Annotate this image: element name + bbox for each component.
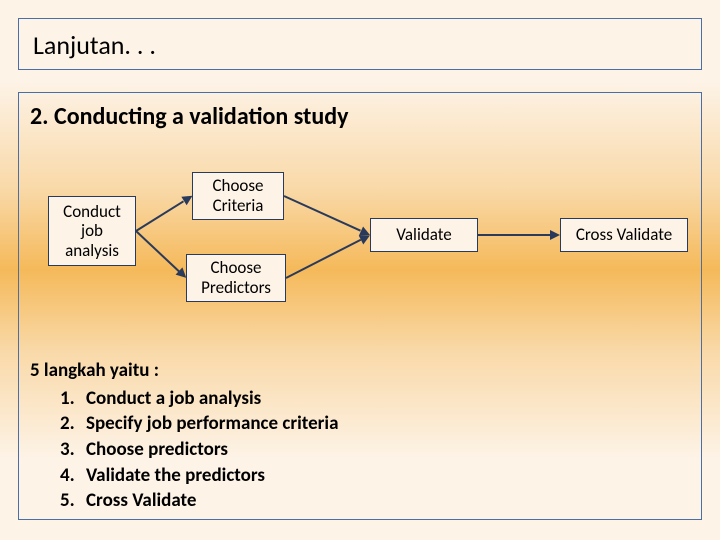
title-box: Lanjutan. . .	[18, 18, 702, 70]
flow-node-predictors: ChoosePredictors	[186, 254, 286, 302]
step-item: 5.Cross Validate	[60, 488, 338, 514]
arrow-head-icon	[550, 230, 560, 240]
flow-node-cross: Cross Validate	[560, 218, 688, 252]
steps-list: 1.Conduct a job analysis2.Specify job pe…	[30, 386, 338, 514]
steps-title: 5 langkah yaitu :	[30, 358, 338, 384]
section-heading: 2. Conducting a validation study	[30, 102, 348, 131]
flow-node-conduct: Conductjobanalysis	[48, 196, 136, 266]
step-item: 2.Specify job performance criteria	[60, 411, 338, 437]
flow-node-criteria: ChooseCriteria	[192, 172, 284, 220]
flow-edge	[478, 234, 550, 236]
steps-block: 5 langkah yaitu : 1.Conduct a job analys…	[30, 358, 338, 514]
page-title: Lanjutan. . .	[33, 29, 687, 61]
step-item: 1.Conduct a job analysis	[60, 386, 338, 412]
flow-node-validate: Validate	[370, 218, 478, 252]
step-item: 3.Choose predictors	[60, 437, 338, 463]
step-item: 4.Validate the predictors	[60, 463, 338, 489]
